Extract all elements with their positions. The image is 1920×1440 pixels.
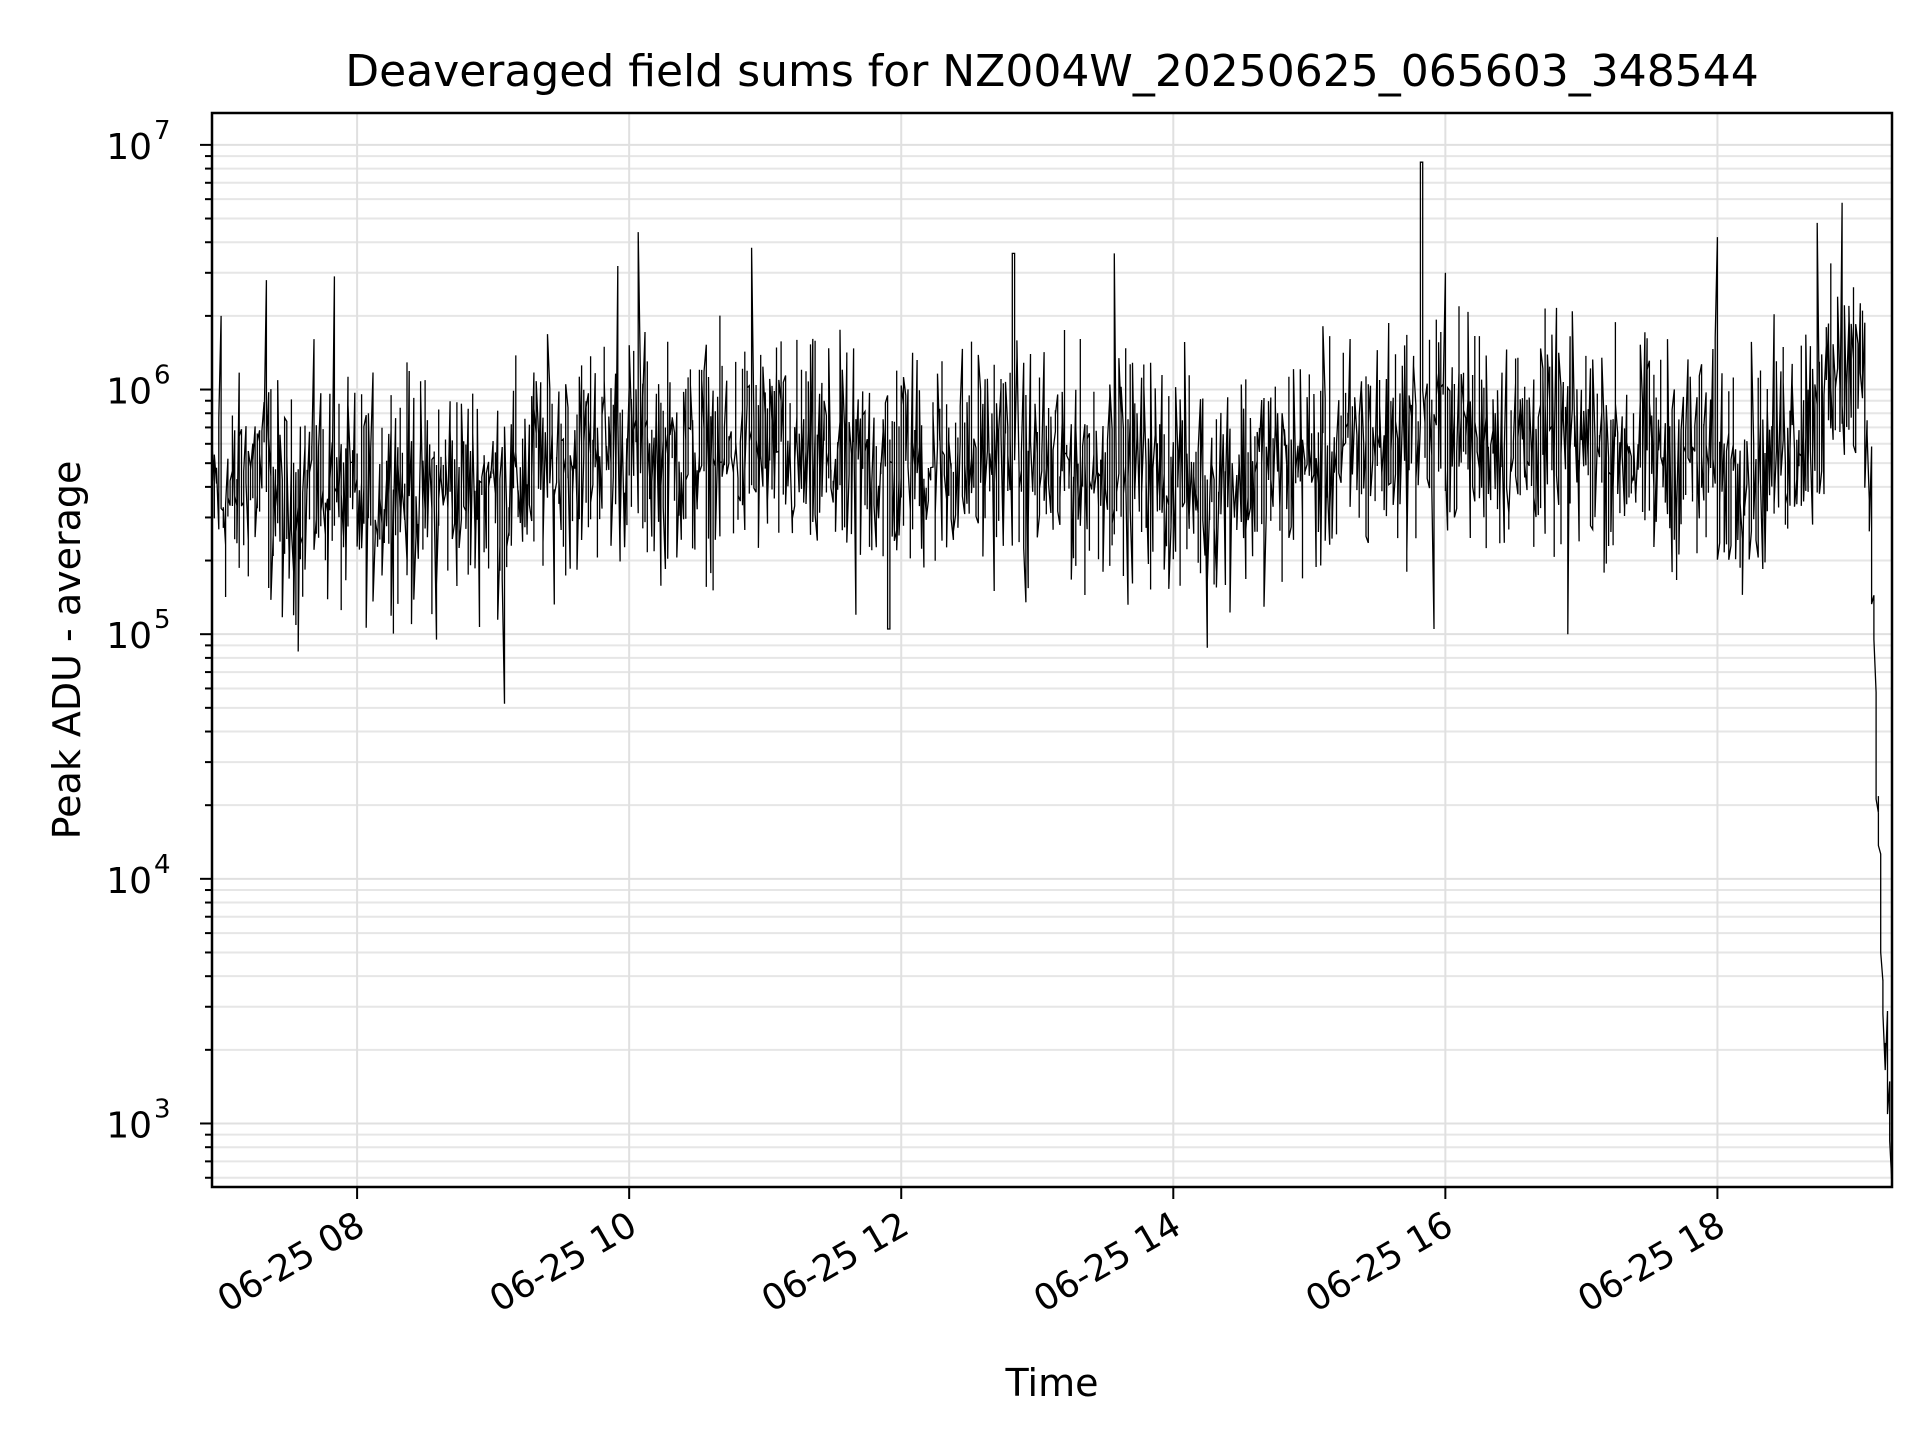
y-tick-exponent: 3	[154, 1094, 171, 1124]
y-tick-exponent: 6	[154, 361, 171, 391]
plot-frame	[210, 111, 1894, 1189]
y-axis-label: Peak ADU - average	[45, 461, 89, 840]
y-tick-exponent: 7	[154, 116, 171, 146]
y-tick-label: 10	[106, 616, 152, 657]
series-line	[211, 161, 1893, 1186]
y-tick-exponent: 4	[154, 850, 171, 880]
y-tick-label: 10	[106, 861, 152, 902]
y-tick-label: 10	[106, 372, 152, 413]
y-tick-exponent: 5	[154, 605, 171, 635]
grid	[212, 113, 1892, 1187]
x-axis-label: Time	[1005, 1361, 1099, 1405]
series-layer	[211, 161, 1893, 1186]
chart-title: Deaveraged field sums for NZ004W_2025062…	[345, 46, 1758, 97]
y-tick-label: 10	[106, 1105, 152, 1146]
y-tick-label: 10	[106, 127, 152, 168]
